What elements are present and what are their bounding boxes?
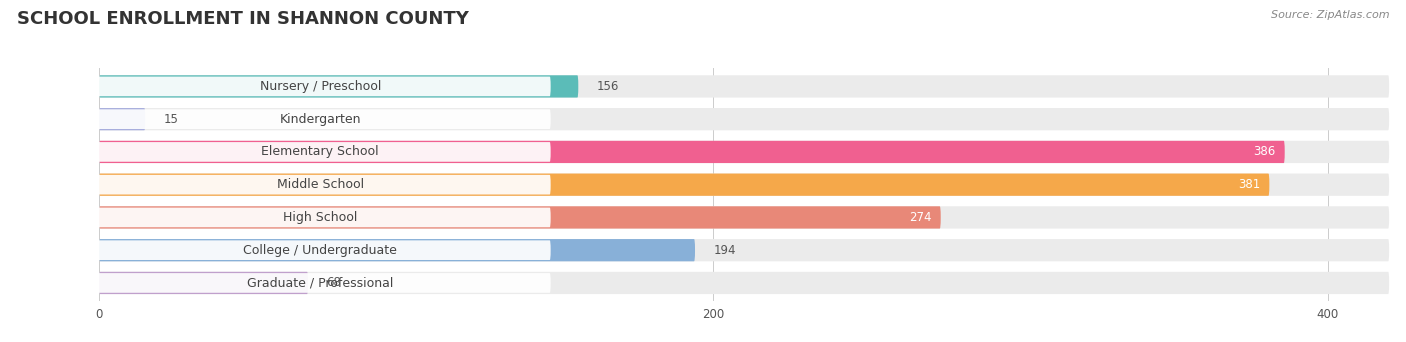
Text: 386: 386 [1253, 145, 1275, 158]
Text: High School: High School [283, 211, 357, 224]
FancyBboxPatch shape [100, 272, 1389, 294]
FancyBboxPatch shape [100, 141, 1285, 163]
FancyBboxPatch shape [100, 239, 1389, 261]
Text: 194: 194 [713, 244, 735, 257]
FancyBboxPatch shape [100, 75, 1389, 97]
FancyBboxPatch shape [96, 175, 551, 195]
FancyBboxPatch shape [100, 75, 578, 97]
Text: Source: ZipAtlas.com: Source: ZipAtlas.com [1271, 10, 1389, 20]
Text: Middle School: Middle School [277, 178, 364, 191]
FancyBboxPatch shape [100, 108, 1389, 130]
FancyBboxPatch shape [96, 142, 551, 162]
FancyBboxPatch shape [100, 173, 1270, 196]
FancyBboxPatch shape [96, 208, 551, 227]
Text: SCHOOL ENROLLMENT IN SHANNON COUNTY: SCHOOL ENROLLMENT IN SHANNON COUNTY [17, 10, 468, 28]
FancyBboxPatch shape [100, 206, 1389, 228]
FancyBboxPatch shape [100, 272, 308, 294]
Text: 381: 381 [1237, 178, 1260, 191]
FancyBboxPatch shape [100, 239, 695, 261]
Text: Graduate / Professional: Graduate / Professional [247, 276, 394, 289]
Text: Elementary School: Elementary School [262, 145, 380, 158]
Text: 156: 156 [596, 80, 619, 93]
Text: Kindergarten: Kindergarten [280, 113, 361, 126]
FancyBboxPatch shape [96, 273, 551, 293]
FancyBboxPatch shape [100, 141, 1389, 163]
FancyBboxPatch shape [100, 173, 1389, 196]
FancyBboxPatch shape [96, 240, 551, 260]
FancyBboxPatch shape [100, 206, 941, 228]
Text: 15: 15 [163, 113, 179, 126]
Text: Nursery / Preschool: Nursery / Preschool [260, 80, 381, 93]
Text: College / Undergraduate: College / Undergraduate [243, 244, 398, 257]
FancyBboxPatch shape [100, 108, 145, 130]
FancyBboxPatch shape [96, 77, 551, 96]
Text: 274: 274 [910, 211, 932, 224]
Text: 68: 68 [326, 276, 342, 289]
FancyBboxPatch shape [96, 109, 551, 129]
